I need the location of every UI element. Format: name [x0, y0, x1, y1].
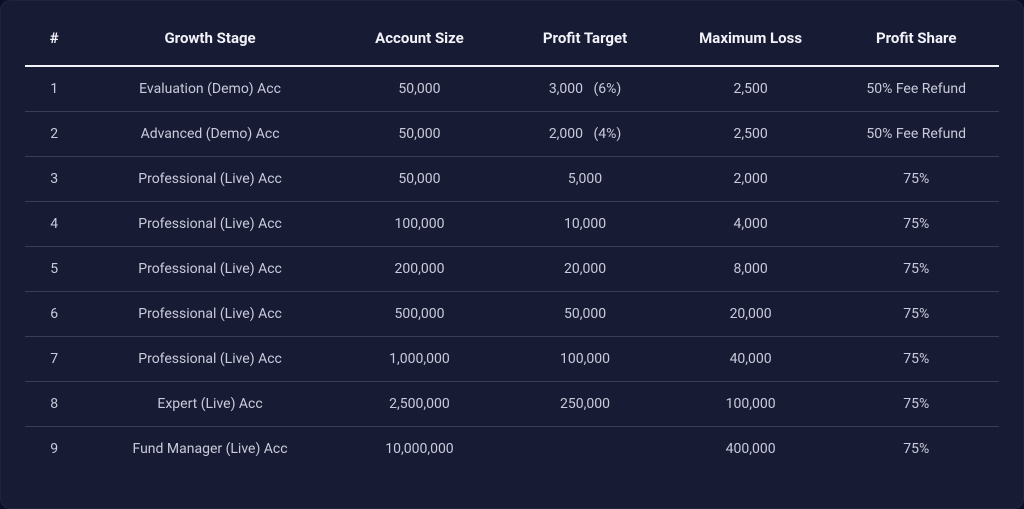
col-header-index: # — [25, 19, 83, 66]
cell-target: 3,000 (6%) — [502, 66, 668, 112]
cell-stage: Expert (Live) Acc — [83, 382, 336, 427]
cell-loss: 2,500 — [668, 66, 834, 112]
cell-stage: Advanced (Demo) Acc — [83, 112, 336, 157]
cell-loss: 40,000 — [668, 337, 834, 382]
cell-size: 50,000 — [337, 157, 503, 202]
cell-share: 75% — [833, 247, 999, 292]
cell-target: 100,000 — [502, 337, 668, 382]
cell-target: 5,000 — [502, 157, 668, 202]
cell-idx: 4 — [25, 202, 83, 247]
cell-loss: 2,500 — [668, 112, 834, 157]
cell-stage: Professional (Live) Acc — [83, 337, 336, 382]
cell-idx: 6 — [25, 292, 83, 337]
cell-size: 200,000 — [337, 247, 503, 292]
cell-stage: Professional (Live) Acc — [83, 292, 336, 337]
cell-share: 75% — [833, 427, 999, 472]
cell-target: 2,000 (4%) — [502, 112, 668, 157]
cell-idx: 1 — [25, 66, 83, 112]
cell-loss: 8,000 — [668, 247, 834, 292]
cell-size: 1,000,000 — [337, 337, 503, 382]
cell-idx: 2 — [25, 112, 83, 157]
cell-idx: 5 — [25, 247, 83, 292]
cell-share: 75% — [833, 382, 999, 427]
cell-loss: 20,000 — [668, 292, 834, 337]
cell-idx: 3 — [25, 157, 83, 202]
table-row: 8Expert (Live) Acc2,500,000250,000100,00… — [25, 382, 999, 427]
cell-loss: 2,000 — [668, 157, 834, 202]
cell-share: 75% — [833, 157, 999, 202]
table-body: 1Evaluation (Demo) Acc50,0003,000 (6%)2,… — [25, 66, 999, 471]
col-header-growth-stage: Growth Stage — [83, 19, 336, 66]
cell-idx: 8 — [25, 382, 83, 427]
cell-size: 50,000 — [337, 66, 503, 112]
cell-stage: Evaluation (Demo) Acc — [83, 66, 336, 112]
cell-share: 75% — [833, 202, 999, 247]
table-row: 6Professional (Live) Acc500,00050,00020,… — [25, 292, 999, 337]
growth-stage-panel: # Growth Stage Account Size Profit Targe… — [0, 0, 1024, 509]
cell-stage: Professional (Live) Acc — [83, 247, 336, 292]
cell-idx: 9 — [25, 427, 83, 472]
cell-share: 50% Fee Refund — [833, 112, 999, 157]
table-row: 1Evaluation (Demo) Acc50,0003,000 (6%)2,… — [25, 66, 999, 112]
cell-size: 50,000 — [337, 112, 503, 157]
table-row: 3Professional (Live) Acc50,0005,0002,000… — [25, 157, 999, 202]
cell-share: 50% Fee Refund — [833, 66, 999, 112]
col-header-maximum-loss: Maximum Loss — [668, 19, 834, 66]
cell-stage: Professional (Live) Acc — [83, 157, 336, 202]
cell-share: 75% — [833, 337, 999, 382]
cell-loss: 4,000 — [668, 202, 834, 247]
table-row: 9Fund Manager (Live) Acc10,000,000 400,00… — [25, 427, 999, 472]
cell-share: 75% — [833, 292, 999, 337]
table-row: 7Professional (Live) Acc1,000,000100,000… — [25, 337, 999, 382]
cell-size: 2,500,000 — [337, 382, 503, 427]
col-header-profit-target: Profit Target — [502, 19, 668, 66]
table-row: 2Advanced (Demo) Acc50,0002,000 (4%)2,50… — [25, 112, 999, 157]
col-header-profit-share: Profit Share — [833, 19, 999, 66]
table-header-row: # Growth Stage Account Size Profit Targe… — [25, 19, 999, 66]
cell-loss: 100,000 — [668, 382, 834, 427]
cell-loss: 400,000 — [668, 427, 834, 472]
cell-size: 10,000,000 — [337, 427, 503, 472]
growth-stage-table: # Growth Stage Account Size Profit Targe… — [25, 19, 999, 471]
cell-idx: 7 — [25, 337, 83, 382]
table-row: 5Professional (Live) Acc200,00020,0008,0… — [25, 247, 999, 292]
cell-target — [502, 427, 668, 472]
cell-target: 50,000 — [502, 292, 668, 337]
cell-size: 100,000 — [337, 202, 503, 247]
cell-stage: Fund Manager (Live) Acc — [83, 427, 336, 472]
cell-size: 500,000 — [337, 292, 503, 337]
cell-target: 10,000 — [502, 202, 668, 247]
cell-target: 250,000 — [502, 382, 668, 427]
cell-stage: Professional (Live) Acc — [83, 202, 336, 247]
col-header-account-size: Account Size — [337, 19, 503, 66]
table-row: 4Professional (Live) Acc100,00010,0004,0… — [25, 202, 999, 247]
cell-target: 20,000 — [502, 247, 668, 292]
